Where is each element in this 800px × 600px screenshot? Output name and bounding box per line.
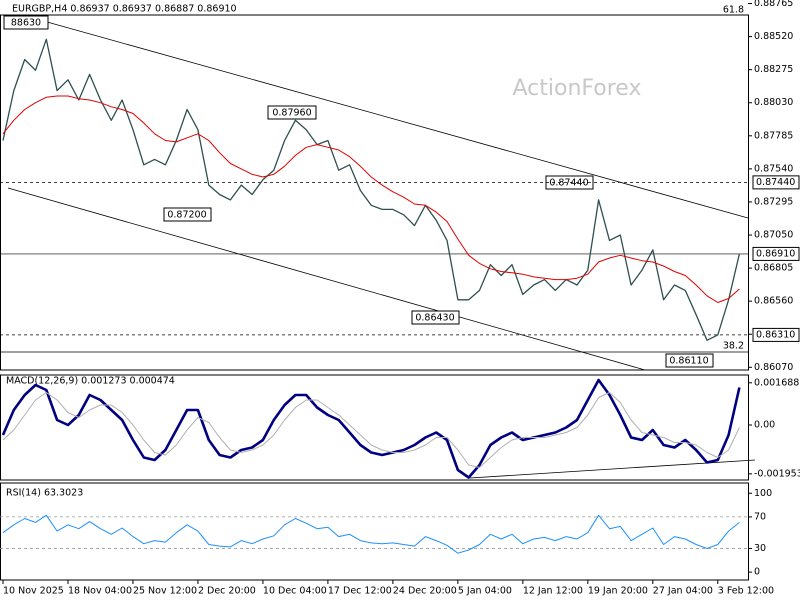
y-tick-label: 0.88030	[754, 97, 793, 108]
y-tick-label: 100	[754, 488, 772, 499]
annotation-box	[163, 207, 212, 222]
annotation-box	[267, 105, 317, 120]
series-line	[1, 378, 741, 479]
x-tick-label: 3 Feb 12:00	[718, 586, 774, 597]
panel	[0, 374, 749, 481]
x-tick-label: 12 Jan 12:00	[523, 586, 583, 597]
series-line	[2, 38, 741, 341]
y-tick-label: 0.86560	[754, 296, 793, 307]
annotation: 0.87960	[272, 108, 311, 119]
level-label: 0.86310	[756, 329, 795, 340]
annotation: 0.87440	[549, 178, 588, 189]
panel	[0, 14, 749, 371]
y-tick-label: 70	[754, 511, 766, 522]
y-tick-label: 0.87295	[754, 196, 793, 207]
y-tick-label: 0.88275	[754, 64, 793, 75]
series-line	[2, 392, 740, 468]
annotations: 88630 0.87960 0.87200 0.87440 0.86430 0.…	[3, 15, 714, 368]
channel-upper	[39, 19, 749, 219]
level-label-box	[752, 327, 800, 342]
annotation: 0.86430	[415, 313, 454, 324]
fib-label: 61.8	[723, 5, 744, 16]
x-tick-label: 17 Dec 12:00	[328, 586, 392, 597]
annotation-box	[3, 15, 49, 30]
fib-label: 38.2	[723, 341, 744, 352]
level-label-box	[752, 175, 800, 190]
x-tick-label: 2 Dec 20:00	[198, 586, 256, 597]
series-line	[2, 95, 740, 303]
y-tick-label: 30	[754, 543, 766, 554]
y-tick-label: 0	[754, 567, 760, 578]
x-tick-label: 27 Jan 04:00	[653, 586, 713, 597]
y-tick-label: 0.86070	[754, 362, 793, 373]
annotation: 0.87200	[167, 210, 206, 221]
level-label-box	[752, 246, 800, 261]
y-tick-label: 0.87785	[754, 130, 793, 141]
level-label: 0.86910	[756, 248, 795, 259]
x-tick-label: 10 Nov 2025	[3, 586, 64, 597]
watermark: ActionForex	[513, 76, 642, 101]
annotation-box	[665, 353, 714, 368]
chart-title: EURGBP,H4 0.86937 0.86937 0.86887 0.8691…	[12, 4, 237, 15]
y-tick-label: 0.87050	[754, 230, 793, 241]
panel	[0, 482, 749, 581]
y-tick-label: 0.88765	[754, 0, 793, 9]
macd-title: MACD(12,26,9) 0.001273 0.000474	[6, 376, 175, 387]
y-tick-label: 0.001688	[754, 377, 799, 388]
x-tick-label: 19 Jan 20:00	[588, 586, 648, 597]
y-tick-label: 0.88520	[754, 31, 793, 42]
x-tick-label: 24 Dec 20:00	[393, 586, 457, 597]
x-tick-label: 18 Nov 04:00	[68, 586, 132, 597]
y-tick-label: -0.001953	[754, 468, 800, 479]
channel-lower	[7, 187, 646, 371]
y-tick-label: 0.86805	[754, 263, 793, 274]
annotation-box	[411, 310, 460, 325]
x-tick-label: 10 Dec 04:00	[263, 586, 327, 597]
y-tick-label: 0.87540	[754, 163, 793, 174]
series-line	[2, 514, 740, 554]
annotation: 0.86110	[669, 356, 708, 367]
level-label: 0.87440	[756, 177, 795, 188]
y-tick-label: 0.00	[754, 420, 775, 431]
rsi-title: RSI(14) 63.3023	[6, 488, 83, 499]
annotation: 88630	[11, 18, 41, 29]
x-tick-label: 5 Jan 04:00	[458, 586, 512, 597]
x-tick-label: 25 Nov 12:00	[133, 586, 197, 597]
